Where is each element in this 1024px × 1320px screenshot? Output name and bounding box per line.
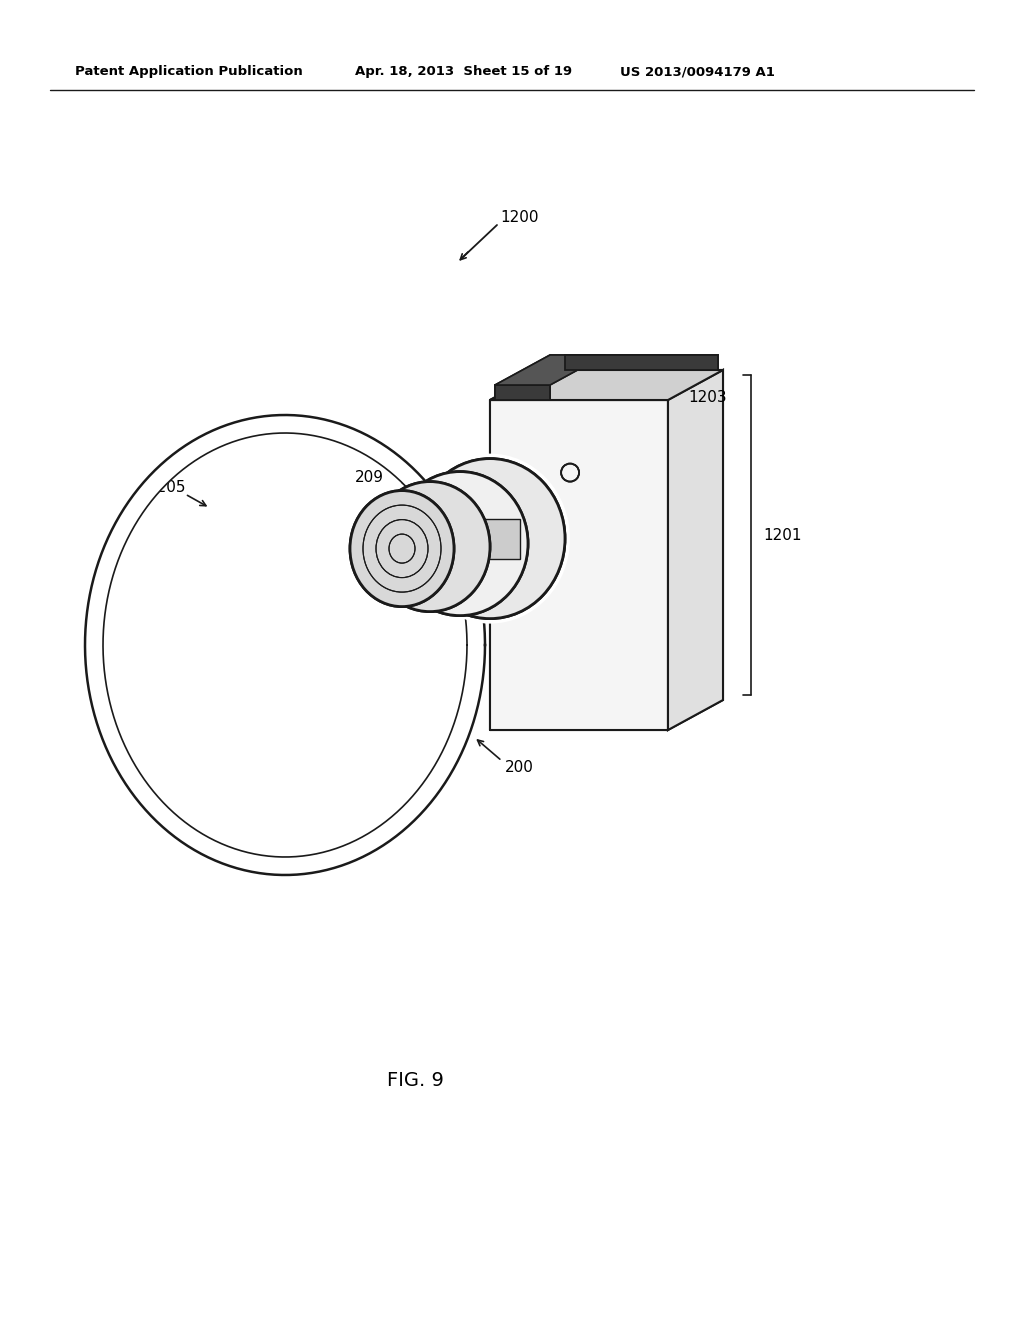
Ellipse shape (392, 471, 528, 615)
PathPatch shape (85, 414, 485, 875)
Bar (480, 519, 520, 558)
Text: 1205: 1205 (147, 480, 185, 495)
Polygon shape (490, 370, 723, 400)
Ellipse shape (415, 458, 565, 619)
Polygon shape (495, 355, 605, 385)
Ellipse shape (410, 454, 570, 623)
Bar (495, 385, 550, 400)
Text: 200: 200 (505, 760, 534, 776)
Text: 1203: 1203 (688, 391, 727, 405)
Bar (490, 400, 668, 730)
Polygon shape (668, 370, 723, 730)
Bar (565, 355, 718, 370)
Bar (495, 385, 550, 400)
Ellipse shape (350, 491, 454, 607)
Text: Patent Application Publication: Patent Application Publication (75, 66, 303, 78)
Bar (480, 519, 520, 558)
Text: Apr. 18, 2013  Sheet 15 of 19: Apr. 18, 2013 Sheet 15 of 19 (355, 66, 572, 78)
Bar (565, 355, 718, 370)
Bar (490, 400, 668, 730)
Polygon shape (495, 355, 605, 385)
Ellipse shape (392, 471, 528, 615)
Ellipse shape (370, 482, 490, 611)
Text: 209: 209 (355, 470, 384, 486)
Ellipse shape (370, 482, 490, 611)
Text: 1200: 1200 (500, 210, 539, 226)
Ellipse shape (415, 458, 565, 619)
Polygon shape (668, 370, 723, 730)
Ellipse shape (350, 491, 454, 607)
Text: US 2013/0094179 A1: US 2013/0094179 A1 (620, 66, 775, 78)
Polygon shape (490, 370, 723, 400)
Text: FIG. 9: FIG. 9 (387, 1071, 443, 1089)
Text: 1201: 1201 (763, 528, 802, 543)
